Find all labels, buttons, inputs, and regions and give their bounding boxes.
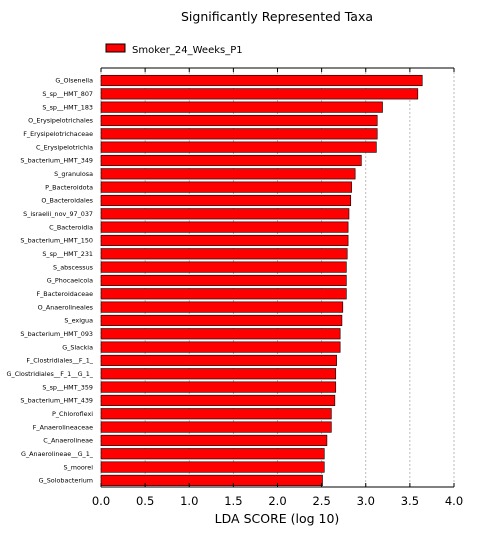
bar [100,261,347,273]
y-tick-label: S_moorei [64,463,94,471]
y-tick-label: S_exigua [64,317,93,325]
bar [100,354,337,366]
y-tick-label: F_Erysipelotrichaceae [23,130,93,138]
bar [100,128,378,140]
x-tick-label: 0.0 [92,494,110,508]
y-tick-label: S_granulosa [54,170,93,178]
bars-layer [100,74,423,486]
bar [100,154,362,167]
bar [100,461,325,473]
bar [100,74,423,87]
legend-swatch [105,43,126,53]
y-tick-label: S_sp__HMT_231 [42,250,93,258]
bar [100,394,336,406]
x-tick-label: 2.5 [312,494,330,508]
y-tick-label: G_Phocaeicola [47,277,93,285]
x-tick-label: 2.0 [268,494,286,508]
x-tick-label: 3.5 [401,494,419,508]
y-tick-label: S_israelii_nov_97_037 [23,210,93,218]
bar [100,141,377,153]
y-tick-label: G_Solobacterium [39,477,93,485]
bar [100,368,337,380]
bar [100,221,349,233]
y-tick-label: S_abscessus [53,263,94,271]
x-axis-label: LDA SCORE (log 10) [215,511,340,526]
legend-label: Smoker_24_Weeks_P1 [132,45,243,56]
y-tick-label: S_sp__HMT_183 [42,103,93,111]
axis-layer: G_Olsenella S_sp__HMT_807 S_sp__HMT_183 O_E… [7,67,463,508]
x-tick-label: 0.5 [136,494,154,508]
bar [100,341,341,353]
bar [100,314,343,326]
bar [100,288,347,300]
y-tick-label: S_bacterium_HMT_349 [20,157,93,165]
bar [100,208,350,220]
bar [100,181,352,193]
bar [100,328,341,340]
y-tick-label: O_Bacteroidales [41,197,93,205]
y-tick-label: C_Erysipelotrichia [36,143,93,151]
bar [100,421,332,433]
bar [100,248,348,260]
y-tick-label: P_Chloroflexi [52,410,93,418]
bar [100,114,378,127]
x-tick-label: 1.0 [180,494,198,508]
y-tick-label: G_Slackia [62,343,93,351]
bar [100,408,332,420]
bar [100,381,337,393]
x-tick-label: 1.5 [224,494,242,508]
y-tick-label: S_sp__HMT_807 [42,90,93,98]
y-tick-label: C_Anaerolineae [43,437,93,445]
bar [100,474,323,486]
bar [100,434,328,446]
legend: Smoker_24_Weeks_P1 [105,43,243,56]
y-tick-label: G_Anaerolineae__G_1_ [21,450,94,458]
y-tick-label: C_Bacteroidia [49,223,93,231]
y-tick-label: F_Clostridiales__F_1_ [26,357,93,365]
bar [100,194,352,207]
y-tick-label: O_Anaerolineales [38,303,94,311]
bar [100,88,419,100]
x-tick-label: 4.0 [445,494,463,508]
y-tick-label: S_sp__HMT_359 [42,383,93,391]
y-tick-label: F_Anaerolineaceae [33,423,93,431]
y-tick-label: S_bacterium_HMT_093 [20,330,93,338]
chart-title: Significantly Represented Taxa [181,9,373,24]
y-tick-label: G_Olsenella [55,77,93,85]
bar [100,168,356,180]
bar [100,234,349,247]
y-tick-label: S_bacterium_HMT_439 [20,397,93,405]
bar [100,301,344,313]
y-tick-label: F_Bacteroidaceae [36,290,93,298]
x-tick-label: 3.0 [357,494,375,508]
bar [100,448,325,460]
bar [100,101,383,113]
bar [100,274,347,287]
y-tick-label: P_Bacteroidota [45,183,93,191]
y-tick-label: S_bacterium_HMT_150 [20,237,93,245]
y-tick-label: G_Clostridiales__F_1__G_1_ [7,370,94,378]
y-tick-label: O_Erysipelotrichales [28,117,94,125]
